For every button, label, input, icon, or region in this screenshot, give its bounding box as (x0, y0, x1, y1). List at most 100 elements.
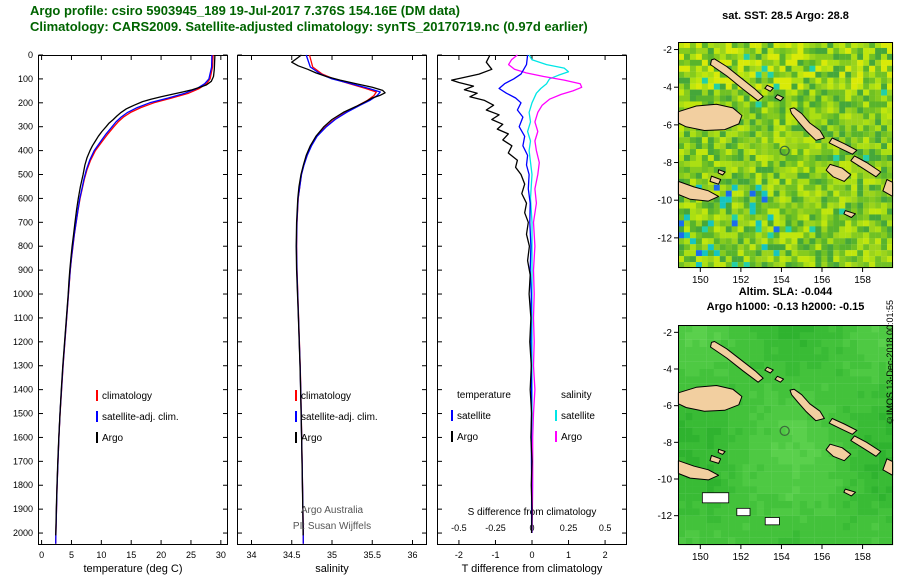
legend-label: satellite (561, 411, 595, 422)
legend-label: satellite-adj. clim. (301, 412, 378, 423)
x-tick-label: 5 (69, 550, 74, 560)
axes-box (38, 55, 228, 545)
x-tick-label: -1 (491, 550, 499, 560)
depth-tick-label: 0 (28, 50, 33, 60)
depth-tick-label: 1400 (13, 385, 33, 395)
x-tick-label: 15 (126, 550, 136, 560)
argo-float-position-marker (779, 145, 790, 156)
land-new-britain (677, 385, 743, 412)
land-trobriand (717, 169, 726, 176)
lat-tick-label: -12 (658, 511, 673, 522)
series-climatology (295, 54, 377, 544)
credit-text: ©IMOS 13-Dec-2018 00:01:55 (885, 300, 895, 426)
land-choiseul (828, 137, 858, 155)
land-rennell (843, 210, 856, 218)
lat-tick-label: -4 (663, 365, 672, 376)
sst-map-canvas: 150 152 154 156 158 -2 -4 -6 -8 -10 -12 (658, 42, 894, 286)
legend-item-s-argo: Argo (555, 431, 595, 443)
x-tick-label: 2 (603, 550, 608, 560)
land-lihir-islands (774, 375, 784, 383)
lon-tick-label: 150 (692, 552, 709, 563)
map-border (678, 42, 893, 268)
land-santa-isabel (850, 435, 882, 457)
t-difference-axis-label: T difference from climatology (461, 563, 603, 575)
x-tick-label: 36 (408, 550, 418, 560)
s-axis-tick-label: 0.25 (560, 523, 578, 533)
land-lihir-islands (774, 94, 784, 102)
sst-map: 150 152 154 156 158 -2 -4 -6 -8 -10 -12 (658, 42, 894, 286)
depth-tick-label: 800 (18, 241, 33, 251)
legend-label: climatology (301, 391, 352, 402)
s-axis-tick-label: -0.5 (451, 523, 467, 533)
land-new-ireland (710, 58, 764, 102)
difference-profile-panel: -2 -1 0 1 2 S difference from climatology -0.5… (437, 54, 627, 575)
map-border (678, 325, 893, 545)
legend-item-climatology: climatology (96, 390, 179, 402)
depth-tick-label: 1300 (13, 361, 33, 371)
land-rennell (843, 488, 856, 497)
satellite-clim-line-swatch (295, 411, 297, 422)
legend-label: Argo (102, 433, 124, 444)
x-tick-label: 0 (39, 550, 44, 560)
legend-label: climatology (102, 391, 153, 402)
sst-map-ticks: 150 152 154 156 158 -2 -4 -6 -8 -10 -12 (658, 45, 872, 286)
figure-title-line2: Climatology: CARS2009. Satellite-adjuste… (30, 19, 588, 34)
land-d-entrecasteaux (709, 175, 722, 185)
t-argo-line-swatch (451, 431, 453, 442)
legend-item-argo: Argo (96, 432, 179, 444)
land-polygons (677, 58, 894, 218)
temperature-legend: climatology satellite-adj. clim. Argo (96, 390, 179, 453)
s-axis-tick-label: 0.5 (599, 523, 612, 533)
land-d-entrecasteaux (709, 455, 722, 464)
legend-item-satellite-clim: satellite-adj. clim. (295, 411, 378, 423)
depth-tick-label: 2000 (13, 528, 33, 538)
argo-float-position-marker (779, 425, 790, 437)
x-tick-label: 0 (529, 550, 534, 560)
sla-map-canvas: 150 152 154 156 158 -2 -4 -6 -8 -10 -12 (658, 325, 894, 563)
lat-tick-label: -6 (663, 401, 672, 412)
x-tick-label: 10 (96, 550, 106, 560)
depth-tick-label: 1600 (13, 432, 33, 442)
legend-label: Argo (457, 432, 479, 443)
x-tick-label: 34.5 (283, 550, 301, 560)
salinity-chart: 34 34.5 35 35.5 36 (237, 54, 427, 560)
legend-label: Argo (301, 433, 323, 444)
legend-label: satellite (457, 411, 491, 422)
lat-tick-label: -4 (663, 83, 672, 94)
climatology-line-swatch (96, 390, 98, 401)
lon-tick-label: 158 (854, 275, 871, 286)
temperature-profile-panel: 0 5 10 15 20 25 30 0 100 200 300 400 500 600 700 800 900… (13, 50, 228, 575)
depth-tick-label: 600 (18, 193, 33, 203)
series-t-argo (450, 54, 533, 534)
land-new-britain (677, 103, 743, 131)
depth-tick-label: 400 (18, 146, 33, 156)
legend-item-satellite-clim: satellite-adj. clim. (96, 411, 179, 423)
lat-tick-label: -8 (663, 438, 672, 449)
legend-header-temperature: temperature (457, 390, 511, 401)
depth-tick-label: 100 (18, 74, 33, 84)
lat-tick-label: -10 (658, 196, 673, 207)
figure-title-line1: Argo profile: csiro 5903945_189 19-Jul-2… (30, 3, 460, 18)
t-satellite-line-swatch (451, 410, 453, 421)
salinity-legend: climatology satellite-adj. clim. Argo (295, 390, 378, 453)
legend-item-t-satellite: satellite (451, 410, 511, 422)
legend-label: Argo (561, 432, 583, 443)
attribution-line2: PI: Susan Wijffels (292, 520, 372, 532)
land-santa-isabel (850, 155, 882, 178)
depth-tick-label: 1800 (13, 480, 33, 490)
lat-tick-label: -2 (663, 45, 672, 56)
land-tabar-islands (764, 84, 774, 92)
land-choiseul (828, 418, 858, 435)
salinity-profile-panel: 34 34.5 35 35.5 36 climatology satellite-adj… (237, 54, 427, 575)
depth-tick-label: 1900 (13, 504, 33, 514)
series-s-satellite (526, 54, 570, 533)
difference-plot: -2 -1 0 1 2S difference from climatology-0.5… (437, 54, 627, 560)
sla-map-title-line2: Argo h1000: -0.13 h2000: -0.15 (706, 301, 865, 313)
temperature-chart: 0 5 10 15 20 25 300100200300400500600700800900… (13, 50, 228, 560)
land-new-ireland (710, 341, 764, 383)
series-s-argo (507, 54, 583, 534)
land-png-east-tip (677, 180, 720, 202)
sst-map-plot: 150 152 154 156 158 -2 -4 -6 -8 -10 -12 (658, 42, 894, 286)
x-tick-label: 1 (566, 550, 571, 560)
